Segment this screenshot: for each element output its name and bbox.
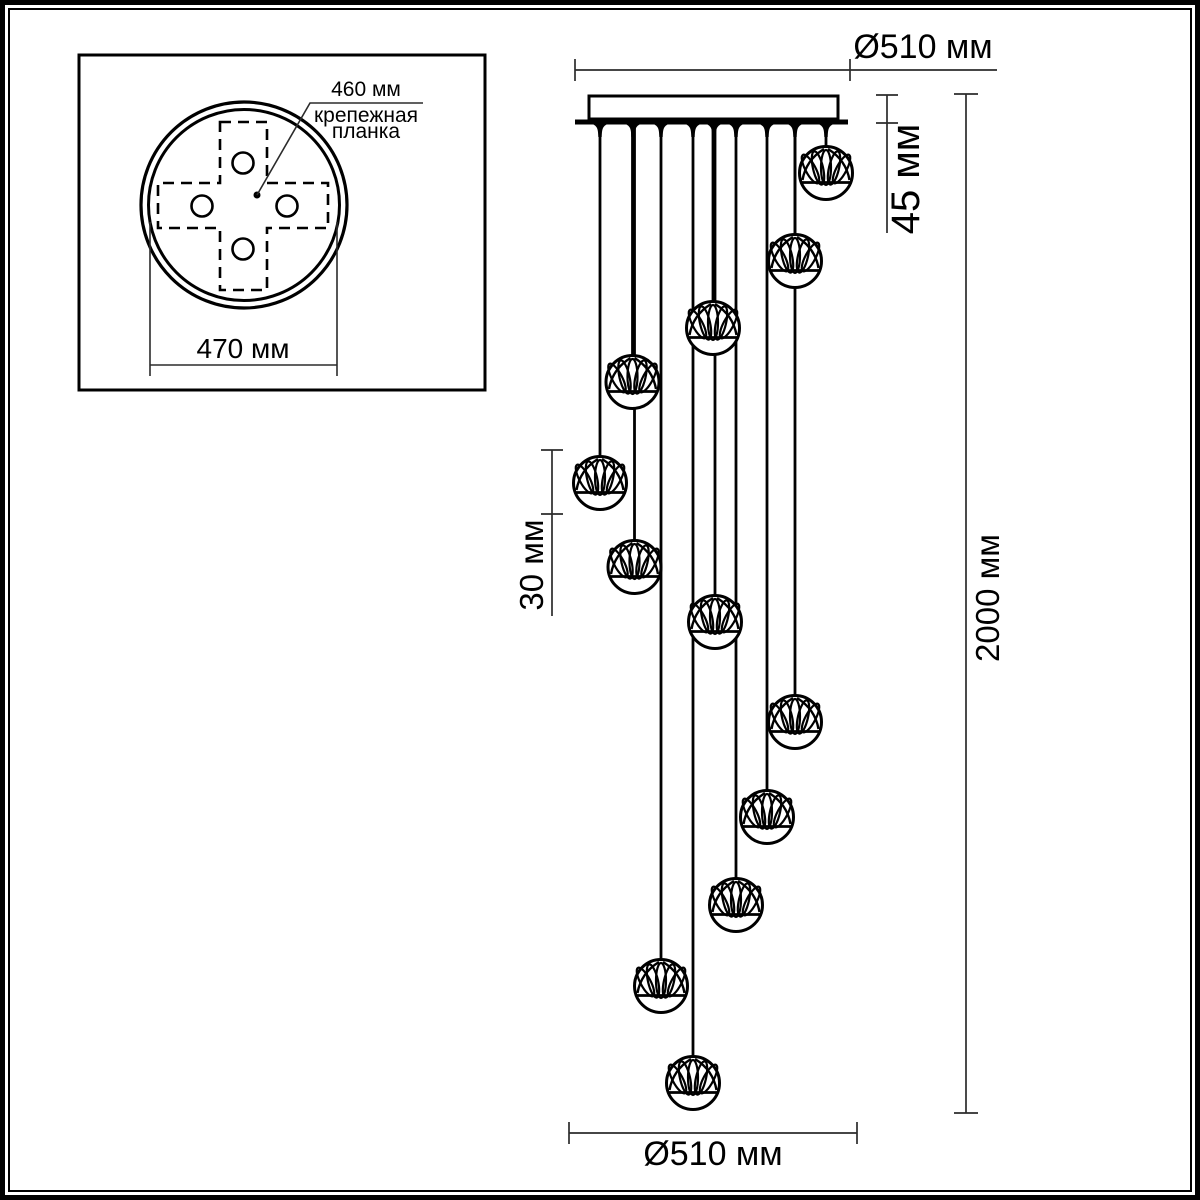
- canopy-mounting-bar: [575, 119, 848, 125]
- cord-flare: [625, 124, 641, 137]
- cord-flare: [653, 124, 669, 137]
- cord-flare: [706, 124, 722, 137]
- lamp-sphere: [603, 354, 662, 410]
- cord-flare: [759, 124, 775, 137]
- inset-width-label: 470 мм: [197, 333, 290, 364]
- dimension-canopy-height: [876, 94, 898, 233]
- mounting-hole-left: [190, 194, 214, 218]
- cord-flare: [728, 124, 744, 137]
- inset-width-dimension: [149, 222, 338, 376]
- lamp-sphere: [632, 958, 690, 1014]
- top-diameter-label: Ø510 мм: [853, 28, 992, 66]
- plate-name-line2: планка: [332, 120, 401, 143]
- lamp-sphere: [686, 594, 744, 650]
- lamp-sphere: [738, 789, 796, 845]
- canopy-height-label: 45 мм: [884, 124, 928, 235]
- elevation-view: Ø510 мм 45 мм 2000 мм 30 мм: [513, 28, 1006, 1173]
- lamp-sphere: [707, 877, 765, 933]
- cord-flare: [592, 124, 608, 137]
- lamp-sphere: [684, 300, 742, 356]
- canopy-outer-circle: [139, 100, 349, 310]
- mounting-hole-right: [275, 194, 299, 218]
- lamp-sphere: [766, 233, 824, 289]
- plate-name-line1: крепежная: [314, 104, 418, 127]
- cord-flare: [818, 124, 834, 137]
- lamp-sphere: [797, 145, 855, 201]
- canopy-inner-circle: [147, 108, 341, 302]
- plate-diameter-label: 460 мм: [331, 78, 401, 101]
- mounting-hole-top: [231, 151, 255, 175]
- mounting-hole-bottom: [231, 237, 255, 261]
- dimension-ball: [541, 449, 563, 616]
- dimension-bottom-diameter: [568, 1122, 858, 1144]
- plate-leader-line: [256, 102, 423, 196]
- overall-height-label: 2000 мм: [969, 534, 1006, 662]
- lamp-sphere: [664, 1055, 722, 1111]
- cord-flare: [787, 124, 803, 137]
- bottom-diameter-label: Ø510 мм: [643, 1135, 782, 1173]
- top-view-inset: 460 мм крепежная планка 470 мм: [77, 53, 487, 392]
- lamp-sphere: [571, 455, 629, 511]
- ball-dimension-label: 30 мм: [513, 519, 550, 610]
- cord-flares: [592, 124, 834, 137]
- mounting-plate-dashed-cross: [156, 120, 330, 292]
- lamp-sphere: [605, 539, 664, 595]
- dimension-overall-height: [954, 93, 978, 1114]
- dimension-top-diameter: [574, 59, 997, 81]
- ceiling-canopy: [587, 94, 840, 121]
- lamp-sphere: [766, 694, 824, 750]
- cord-flare: [685, 124, 701, 137]
